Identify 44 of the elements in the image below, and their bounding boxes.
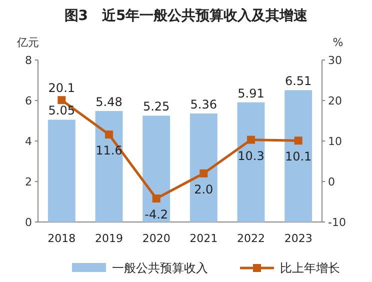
- data-label: 5.25: [142, 100, 170, 114]
- data-label: 5.36: [190, 97, 218, 112]
- bar: [237, 102, 265, 222]
- point: [105, 130, 113, 139]
- point: [58, 96, 66, 104]
- x-tick-label: 2022: [237, 232, 265, 245]
- point: [200, 169, 208, 178]
- data-label: 6.51: [284, 74, 312, 88]
- data-label: 10.3: [238, 148, 264, 163]
- y-tick-label: 6: [25, 94, 32, 108]
- data-label: 5.91: [238, 86, 264, 100]
- data-label: 10.1: [284, 150, 312, 164]
- bar: [48, 120, 76, 222]
- bar: [142, 116, 170, 222]
- y-tick-label: 0: [25, 216, 32, 229]
- legend-label: 比上年增长: [280, 261, 340, 275]
- y2-axis-title: %: [332, 36, 344, 49]
- y2-tick-label: -10: [328, 216, 346, 229]
- x-tick-label: 2023: [284, 232, 312, 245]
- y-tick-label: 2: [25, 176, 32, 188]
- x-tick-label: 2019: [95, 232, 123, 245]
- point: [294, 136, 302, 145]
- data-label: -4.2: [144, 208, 168, 222]
- point: [247, 136, 255, 144]
- data-label: 2.0: [194, 182, 214, 196]
- y-axis-title: 亿元: [16, 36, 39, 49]
- y2-tick-label: 0: [328, 176, 335, 188]
- y2-tick-label: 10: [328, 135, 342, 148]
- bar: [95, 111, 123, 222]
- x-tick-label: 2018: [48, 232, 76, 245]
- x-tick-label: 2020: [142, 232, 170, 245]
- y2-tick-label: 30: [328, 54, 342, 67]
- data-label: 5.48: [96, 95, 122, 110]
- point: [152, 194, 160, 203]
- y-tick-label: 4: [25, 135, 32, 148]
- y2-tick-label: 20: [328, 94, 342, 108]
- data-label: 20.1: [48, 81, 76, 96]
- data-label: 5.05: [48, 104, 76, 118]
- bar: [284, 90, 312, 222]
- x-tick-label: 2021: [190, 232, 218, 245]
- y-tick-label: 8: [25, 54, 32, 67]
- legend-label: 一般公共预算收入: [112, 261, 208, 275]
- chart-title: 图3 近5年一般公共预算收入及其增速: [64, 7, 309, 24]
- bar: [190, 113, 218, 222]
